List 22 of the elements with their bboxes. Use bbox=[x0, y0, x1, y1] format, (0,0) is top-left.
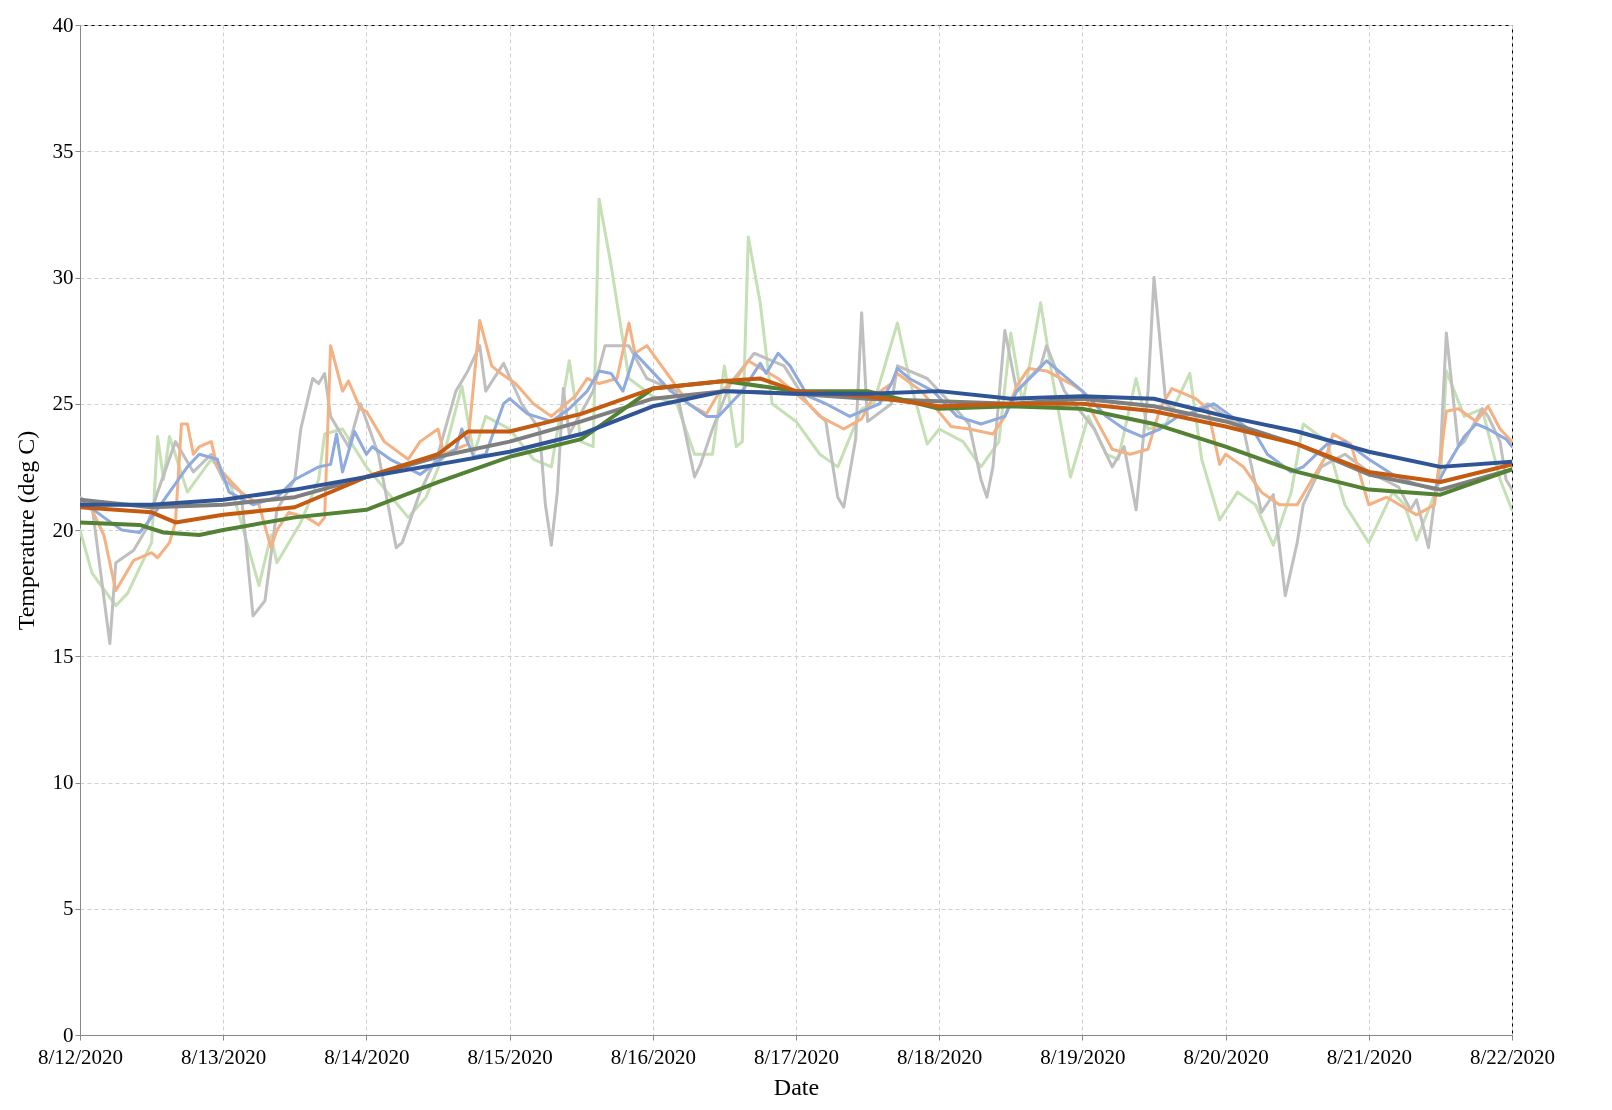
x-tick-label: 8/21/2020 bbox=[1326, 1044, 1412, 1069]
y-tick-label: 15 bbox=[52, 643, 74, 668]
x-tick-label: 8/14/2020 bbox=[324, 1044, 410, 1069]
y-tick-label: 20 bbox=[52, 517, 74, 542]
y-tick-label: 5 bbox=[63, 896, 74, 921]
y-tick-label: 25 bbox=[52, 391, 74, 416]
y-tick-label: 35 bbox=[52, 138, 74, 163]
x-tick-label: 8/20/2020 bbox=[1183, 1044, 1269, 1069]
y-tick-label: 40 bbox=[52, 12, 74, 37]
x-tick-label: 8/18/2020 bbox=[897, 1044, 983, 1069]
x-tick-label: 8/15/2020 bbox=[467, 1044, 553, 1069]
x-tick-label: 8/16/2020 bbox=[610, 1044, 696, 1069]
x-tick-label: 8/12/2020 bbox=[37, 1044, 124, 1069]
x-axis-title: Date bbox=[773, 1073, 820, 1100]
x-tick-label: 8/17/2020 bbox=[753, 1044, 840, 1069]
x-tick-label: 8/22/2020 bbox=[1469, 1044, 1556, 1069]
y-tick-label: 30 bbox=[52, 265, 74, 289]
y-axis-title: Temperature (deg C) bbox=[12, 430, 39, 631]
x-tick-label: 8/13/2020 bbox=[181, 1044, 267, 1069]
y-tick-label: 0 bbox=[63, 1022, 74, 1047]
x-tick-label: 8/19/2020 bbox=[1040, 1044, 1126, 1069]
y-tick-label: 10 bbox=[52, 770, 74, 794]
